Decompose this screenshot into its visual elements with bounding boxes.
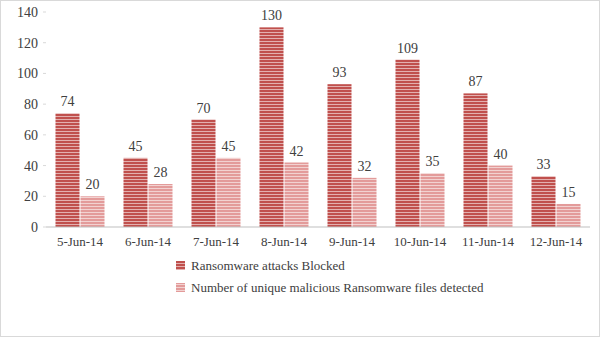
chart-container: 0 20 40 60 80 100 120 140 74 45 70 130 93 109 87 33 20 28… (0, 0, 600, 337)
bar (328, 84, 352, 227)
data-label: 109 (397, 41, 418, 56)
data-label: 70 (197, 101, 211, 116)
x-axis: 5-Jun-14 6-Jun-14 7-Jun-14 8-Jun-14 9-Jun-14… (57, 234, 583, 249)
bar (285, 163, 309, 228)
bars (56, 27, 581, 227)
data-label: 130 (261, 8, 282, 23)
bar (149, 184, 173, 227)
x-axis-line (46, 227, 590, 228)
bar (532, 176, 556, 227)
x-tick-label: 7-Jun-14 (193, 234, 240, 249)
y-tick-label: 0 (31, 220, 38, 235)
data-labels: 74 45 70 130 93 109 87 33 20 28 45 42 32 35 40 15 (61, 8, 576, 200)
bar (421, 173, 445, 227)
data-label: 35 (426, 154, 440, 169)
y-tick-label: 40 (24, 159, 38, 174)
y-axis: 0 20 40 60 80 100 120 140 (17, 5, 46, 235)
y-tick-label: 100 (17, 66, 38, 81)
bar (396, 60, 420, 227)
bar (464, 93, 488, 227)
bar (192, 120, 216, 228)
y-tick (43, 73, 46, 74)
x-tick-label: 6-Jun-14 (125, 234, 172, 249)
y-tick (43, 227, 46, 228)
y-tick (43, 165, 46, 166)
bar (124, 158, 148, 227)
legend: Ransomware attacks Blocked Number of uniq… (176, 258, 484, 295)
y-tick (43, 12, 46, 13)
x-tick-label: 5-Jun-14 (57, 234, 104, 249)
y-tick (43, 42, 46, 43)
legend-label: Number of unique malicious Ransomware fi… (191, 280, 484, 295)
data-label: 15 (562, 185, 576, 200)
data-label: 28 (154, 165, 168, 180)
data-label: 33 (537, 157, 551, 172)
x-tick-label: 11-Jun-14 (462, 234, 515, 249)
y-tick (43, 196, 46, 197)
bar (557, 204, 581, 227)
frame (1, 1, 600, 337)
y-tick-label: 140 (17, 5, 38, 20)
data-label: 45 (129, 139, 143, 154)
bar (260, 27, 284, 227)
data-label: 74 (61, 94, 75, 109)
bar (81, 196, 105, 227)
data-label: 40 (494, 147, 508, 162)
data-label: 20 (86, 177, 100, 192)
bar (489, 166, 513, 227)
y-tick-label: 20 (24, 189, 38, 204)
data-label: 45 (222, 139, 236, 154)
x-tick-label: 10-Jun-14 (394, 234, 447, 249)
y-tick-label: 120 (17, 36, 38, 51)
y-tick-label: 80 (24, 97, 38, 112)
data-label: 87 (469, 74, 483, 89)
legend-swatch (176, 261, 185, 270)
y-tick (43, 104, 46, 105)
y-tick-label: 60 (24, 128, 38, 143)
legend-label: Ransomware attacks Blocked (191, 258, 345, 273)
legend-swatch (176, 283, 185, 292)
y-tick (43, 134, 46, 135)
x-tick-label: 9-Jun-14 (329, 234, 376, 249)
data-label: 42 (290, 144, 304, 159)
data-label: 93 (333, 65, 347, 80)
x-tick-label: 8-Jun-14 (261, 234, 308, 249)
bar (56, 113, 80, 227)
data-label: 32 (358, 159, 372, 174)
bar (353, 178, 377, 227)
bar (217, 158, 241, 227)
chart-svg: 0 20 40 60 80 100 120 140 74 45 70 130 93 109 87 33 20 28… (0, 0, 600, 337)
x-tick-label: 12-Jun-14 (530, 234, 583, 249)
